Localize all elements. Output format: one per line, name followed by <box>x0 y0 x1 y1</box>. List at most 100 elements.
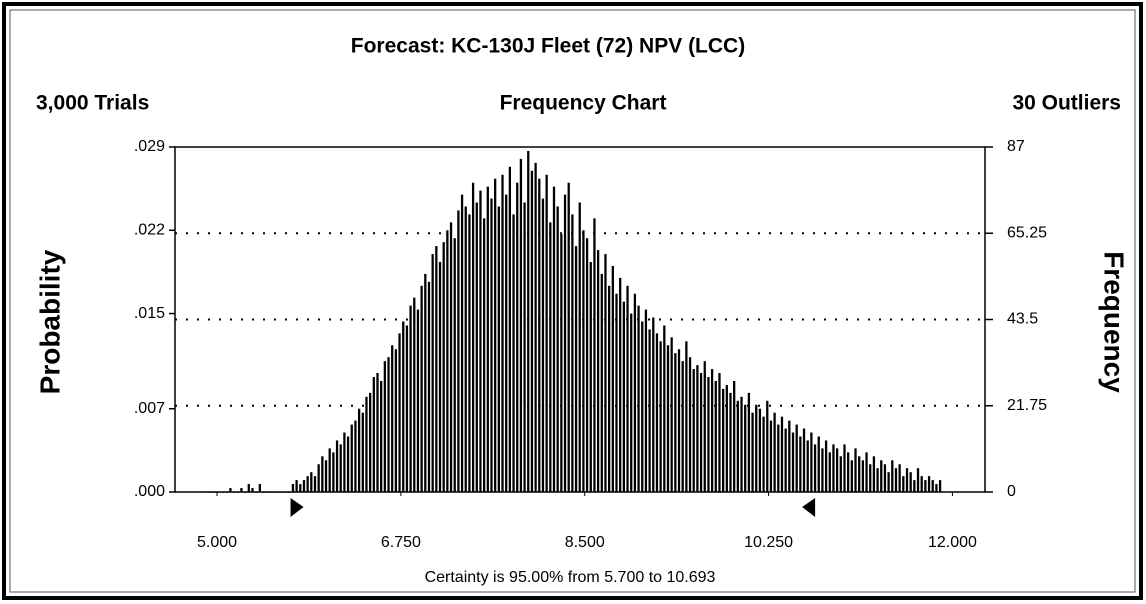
y2-tick-label: 65.25 <box>1007 224 1047 241</box>
bar <box>262 492 265 493</box>
bar <box>221 492 225 493</box>
bar <box>703 361 706 492</box>
bar <box>468 214 471 492</box>
bar <box>277 492 280 493</box>
bar <box>269 492 273 493</box>
bar <box>512 214 515 492</box>
bar <box>243 492 247 493</box>
bar <box>567 182 570 493</box>
bar <box>865 452 868 492</box>
bar <box>552 186 556 493</box>
bar <box>714 380 717 492</box>
bar <box>585 238 589 492</box>
bar <box>655 333 659 492</box>
bar <box>431 254 434 492</box>
x-tick-label: 8.500 <box>565 534 605 551</box>
bar <box>843 444 846 492</box>
bar <box>556 206 559 492</box>
x-tick-label: 5.000 <box>197 534 237 551</box>
bar <box>813 444 817 492</box>
bar <box>420 285 423 492</box>
bar <box>438 262 442 492</box>
bar <box>266 492 269 493</box>
x-tick-label: 10.250 <box>744 534 793 551</box>
y-tick-label: .029 <box>134 138 165 155</box>
y-axis-label: Probability <box>34 249 65 394</box>
bar <box>538 178 541 493</box>
bar <box>858 456 861 492</box>
bar <box>494 178 497 493</box>
bar <box>247 484 250 492</box>
bar <box>236 492 239 493</box>
bar <box>229 488 232 492</box>
bar <box>710 369 714 492</box>
bar <box>255 492 258 493</box>
bar <box>582 230 585 492</box>
bar <box>486 186 489 493</box>
bar <box>409 305 412 492</box>
certainty-text: Certainty is 95.00% from 5.700 to 10.693 <box>425 569 716 586</box>
bar <box>508 166 512 493</box>
bar <box>641 321 644 492</box>
bar <box>310 472 313 492</box>
bar <box>891 460 894 492</box>
bar <box>593 218 596 492</box>
bar <box>490 198 493 492</box>
bar <box>225 492 228 493</box>
bar <box>824 440 828 492</box>
bar <box>685 341 688 492</box>
bar <box>280 492 284 493</box>
bar <box>839 456 842 492</box>
bar <box>446 230 449 492</box>
y-tick-label: .022 <box>134 221 165 238</box>
bar <box>365 396 368 492</box>
bar <box>751 412 754 492</box>
bar <box>931 480 934 492</box>
bar <box>405 325 409 492</box>
bar <box>777 424 780 492</box>
bar <box>210 492 214 493</box>
bar <box>435 246 438 492</box>
bar <box>313 476 317 492</box>
bar <box>791 432 795 492</box>
bar <box>755 404 758 492</box>
bar <box>835 448 839 492</box>
bar <box>883 464 887 492</box>
bar <box>295 480 298 492</box>
bar <box>630 313 633 492</box>
bar <box>916 468 920 492</box>
bar <box>832 444 835 492</box>
bar <box>780 416 784 492</box>
bar <box>692 369 695 492</box>
chart-title: Forecast: KC-130J Fleet (72) NPV (LCC) <box>351 35 745 58</box>
bar <box>413 297 416 492</box>
bar <box>637 305 640 492</box>
y2-axis-label: Frequency <box>1099 251 1130 393</box>
bar <box>880 460 883 492</box>
bar <box>707 377 710 492</box>
bar <box>898 464 901 492</box>
bar <box>214 492 217 493</box>
bar <box>376 373 379 492</box>
bar <box>471 182 475 493</box>
bar <box>361 412 364 492</box>
bar <box>670 337 673 492</box>
bar <box>722 388 725 492</box>
bar <box>398 333 401 492</box>
bar <box>394 349 398 492</box>
x-tick-label: 12.000 <box>928 534 977 551</box>
bar <box>600 273 603 492</box>
bar <box>677 349 681 492</box>
y-tick-label: .015 <box>134 305 165 322</box>
bar <box>354 420 357 492</box>
bar <box>817 436 820 492</box>
bar <box>497 206 500 492</box>
bar <box>523 202 526 492</box>
bar <box>758 408 762 492</box>
bar <box>699 373 703 492</box>
bar <box>574 246 578 492</box>
bar <box>663 325 666 492</box>
bar <box>505 194 508 492</box>
bar <box>633 293 637 492</box>
bar <box>457 210 460 492</box>
